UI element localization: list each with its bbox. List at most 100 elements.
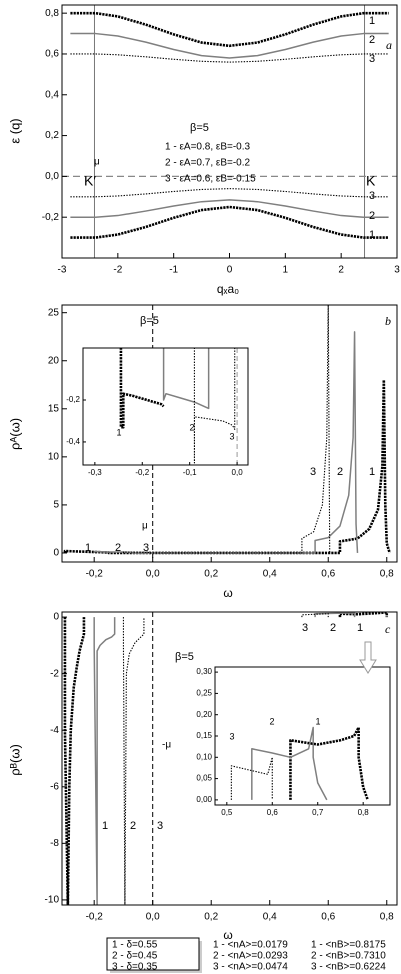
series-label: 2 [330,622,336,634]
series-line [70,199,389,218]
y-tick-label: -0,4 [66,437,80,446]
series-label: 3 [310,466,316,478]
y-tick-label: -6 [50,781,59,792]
annotation: b [385,314,391,328]
x-tick-label: -1 [169,265,178,276]
series-line [70,11,389,48]
series-label: 1 [357,622,363,634]
plot-background [83,348,248,465]
table-cell: 1 - δ=0.55 [112,940,158,951]
y-tick-label: 0,8 [45,8,59,19]
table-cell: 2 - <nA>=0.0293 [213,951,288,962]
y-tick-label: -10 [45,895,60,906]
series-line [70,32,389,59]
y-tick-label: 0 [53,548,59,559]
chart-panel: 1 2 3 1 2 3 -3 -2 -1 0 1 2 3 -0,2 0,0 0,2 0,4 0,6 0,8 qₓa₀ ε… [7,4,400,296]
y-tick-label: 15 [48,403,60,414]
x-axis-label: ω [223,928,232,942]
series-label: 3 [369,53,375,65]
table-cell: 3 - <nB>=0.6224 [311,962,386,973]
series-label: 3 [302,622,308,634]
annotation: 3 - εA=0.6, εB=-0.15 [165,174,256,185]
y-tick-label: 0,15 [196,731,212,740]
x-axis-label: ω [223,586,232,600]
table-cell: 1 - <nA>=0.0179 [213,940,288,951]
y-tick-label: 0,4 [45,89,59,100]
x-tick-label: 0 [227,265,233,276]
annotation: 1 - εA=0.8, εB=-0.3 [165,142,251,153]
plot-frame [82,347,249,466]
plot-background [62,5,397,258]
x-tick-label: 2 [338,265,344,276]
plot-frame [61,304,398,563]
y-tick-label: -0,2 [42,212,60,223]
x-tick-label: 0,2 [204,912,218,923]
legend-table: 1 - δ=0.55 1 - <nA>=0.0179 1 - <nB>=0.8175… [106,937,386,973]
annotation: K′ [84,173,96,189]
chart-panel: 1 2 3 0,5 0,6 0,7 0,8 0,00 0,05 0,10 0,15 0,20 0,25 0… [196,666,391,817]
series-line [193,348,236,464]
x-tick-label: 3 [394,265,400,276]
x-tick-label: 1 [283,265,289,276]
table-cell: 2 - δ=0.45 [112,951,158,962]
y-tick-label: -4 [50,725,59,736]
x-tick-label: 0,2 [204,569,218,580]
series-label: 3 [229,431,234,441]
plot-frame [61,611,398,906]
series-label: 2 [369,34,375,46]
series-label: 2 [115,542,121,554]
y-axis-label: ε (q) [7,118,22,143]
y-tick-label: 0,05 [196,774,212,783]
y-tick-label: 0,20 [196,710,212,719]
series-label: 2 [369,210,375,222]
series-line [63,612,389,905]
x-tick-label: 0,5 [221,808,233,817]
series-label: 3 [157,820,163,832]
x-tick-label: -0,1 [183,468,197,477]
y-tick-label: 5 [53,500,59,511]
annotation: β=5 [140,315,159,327]
series-label: 2 [189,422,194,432]
y-axis-label: ρᴬ(ω) [7,418,22,450]
x-tick-label: 0,8 [380,912,394,923]
chart-panel: 1 2 3 -0,3 -0,2 -0,1 0,0 -0,2 -0,4 [66,347,249,477]
x-tick-label: -2 [113,265,122,276]
x-tick-label: 0,8 [380,569,394,580]
series-line [289,726,369,801]
y-tick-label: 0 [53,612,59,623]
annotation: β=5 [175,651,194,663]
x-tick-label: -0,3 [88,468,102,477]
y-tick-label: 0,2 [45,130,59,141]
series-label: 1 [369,229,375,241]
series-line [122,305,331,554]
plot-background [215,667,390,805]
y-axis-label: ρᴮ(ω) [7,744,22,776]
y-tick-label: 25 [48,307,60,318]
annotation: μ [94,157,100,168]
y-tick-label: 0,00 [196,795,212,804]
x-tick-label: 0,0 [146,569,160,580]
y-tick-label: 0,30 [196,667,212,676]
series-label: 3 [143,542,149,554]
series-label: 2 [337,466,343,478]
series-label: 2 [269,716,274,726]
series-label: 3 [369,190,375,202]
series-line [93,612,356,905]
series-label: 1 [369,466,375,478]
series-line [251,726,328,801]
annotation: 2 - εA=0.7, εB=-0.2 [165,158,251,169]
x-tick-label: 0,0 [146,912,160,923]
series-label: 1 [102,820,108,832]
annotation: β=5 [190,122,209,134]
table-box [106,937,200,971]
table-cell: 3 - δ=0.35 [112,962,158,973]
x-tick-label: -0,2 [86,569,104,580]
table-cell: 1 - <nB>=0.8175 [311,940,386,951]
series-label: 1 [116,427,121,437]
annotation: -μ [162,740,171,751]
x-tick-label: 0,4 [263,569,277,580]
annotation: a [386,38,392,52]
series-line [93,331,359,554]
y-tick-label: 10 [48,451,60,462]
